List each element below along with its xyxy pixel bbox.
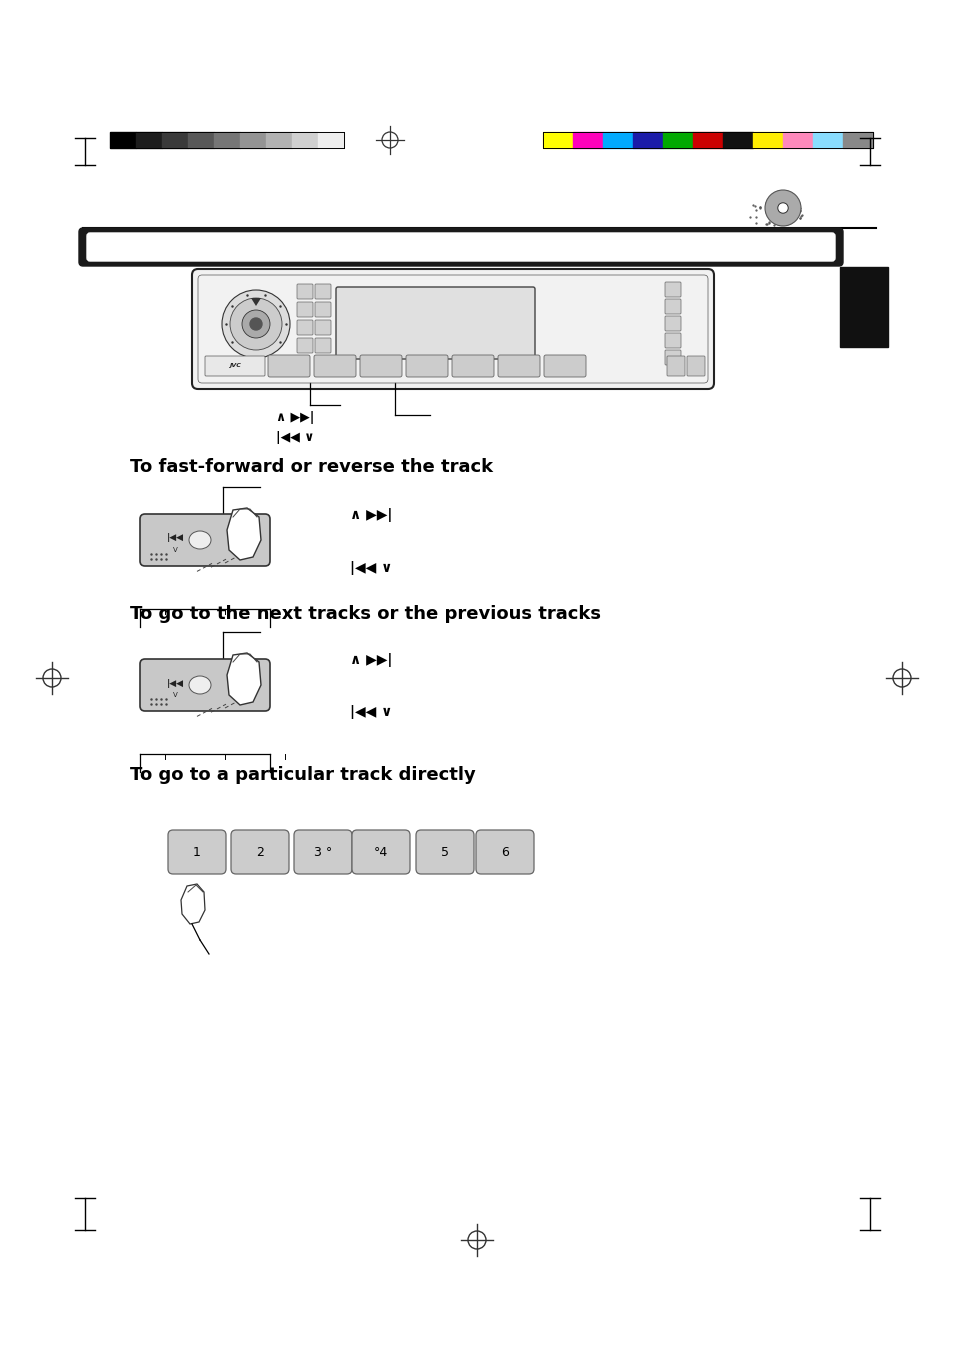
- Bar: [602, 132, 633, 149]
- Text: 5: 5: [440, 846, 449, 858]
- FancyBboxPatch shape: [314, 320, 331, 335]
- FancyBboxPatch shape: [416, 830, 474, 874]
- FancyBboxPatch shape: [268, 355, 310, 377]
- Text: |◀◀: |◀◀: [167, 678, 183, 688]
- Text: 1: 1: [193, 846, 201, 858]
- Bar: [782, 132, 812, 149]
- FancyBboxPatch shape: [359, 355, 401, 377]
- Polygon shape: [227, 653, 261, 705]
- FancyBboxPatch shape: [314, 303, 331, 317]
- FancyBboxPatch shape: [664, 282, 680, 297]
- FancyBboxPatch shape: [296, 284, 313, 299]
- Text: ∧ ▶▶|: ∧ ▶▶|: [350, 508, 392, 521]
- FancyBboxPatch shape: [294, 830, 352, 874]
- Circle shape: [764, 190, 801, 226]
- FancyBboxPatch shape: [543, 355, 585, 377]
- Text: JVC: JVC: [229, 363, 241, 369]
- FancyBboxPatch shape: [314, 284, 331, 299]
- Text: |◀◀ ∨: |◀◀ ∨: [275, 431, 314, 444]
- FancyBboxPatch shape: [87, 232, 834, 261]
- Bar: [188, 132, 213, 149]
- Bar: [722, 132, 752, 149]
- FancyBboxPatch shape: [314, 338, 331, 353]
- Bar: [542, 132, 573, 149]
- Text: |◀◀: |◀◀: [167, 534, 183, 543]
- Text: |◀◀ ∨: |◀◀ ∨: [350, 561, 392, 576]
- Bar: [110, 132, 136, 149]
- FancyBboxPatch shape: [140, 659, 270, 711]
- FancyBboxPatch shape: [497, 355, 539, 377]
- Bar: [692, 132, 722, 149]
- Ellipse shape: [189, 531, 211, 549]
- Text: ∧: ∧: [227, 534, 233, 543]
- Bar: [162, 132, 188, 149]
- Bar: [662, 132, 692, 149]
- FancyBboxPatch shape: [296, 338, 313, 353]
- FancyBboxPatch shape: [168, 830, 226, 874]
- Bar: [136, 132, 162, 149]
- Text: 3 °: 3 °: [314, 846, 332, 858]
- FancyBboxPatch shape: [664, 350, 680, 365]
- Circle shape: [250, 317, 262, 330]
- Bar: [812, 132, 842, 149]
- FancyBboxPatch shape: [192, 269, 713, 389]
- Bar: [266, 132, 292, 149]
- Text: |◀◀ ∨: |◀◀ ∨: [350, 705, 392, 719]
- Circle shape: [230, 299, 282, 350]
- Text: 2: 2: [255, 846, 264, 858]
- FancyBboxPatch shape: [664, 299, 680, 313]
- Bar: [317, 132, 344, 149]
- Bar: [840, 267, 887, 347]
- Polygon shape: [227, 508, 261, 561]
- Text: ∧: ∧: [227, 678, 233, 688]
- Circle shape: [222, 290, 290, 358]
- Polygon shape: [181, 884, 205, 924]
- Text: ∧ ▶▶|: ∧ ▶▶|: [350, 653, 392, 667]
- Bar: [842, 132, 872, 149]
- FancyBboxPatch shape: [476, 830, 534, 874]
- Text: To fast-forward or reverse the track: To fast-forward or reverse the track: [130, 458, 493, 476]
- Text: To go to a particular track directly: To go to a particular track directly: [130, 766, 476, 784]
- FancyBboxPatch shape: [296, 303, 313, 317]
- FancyBboxPatch shape: [406, 355, 448, 377]
- Circle shape: [779, 204, 786, 212]
- Text: To go to the next tracks or the previous tracks: To go to the next tracks or the previous…: [130, 605, 600, 623]
- FancyBboxPatch shape: [205, 357, 265, 376]
- Bar: [292, 132, 317, 149]
- FancyBboxPatch shape: [335, 286, 535, 359]
- Text: ▶▶|: ▶▶|: [234, 534, 251, 543]
- Circle shape: [242, 309, 270, 338]
- Text: °4: °4: [374, 846, 388, 858]
- FancyBboxPatch shape: [686, 357, 704, 376]
- Bar: [633, 132, 662, 149]
- Text: ▶▶|: ▶▶|: [234, 678, 251, 688]
- Text: V: V: [172, 547, 177, 553]
- Bar: [213, 132, 240, 149]
- Polygon shape: [251, 299, 261, 305]
- Text: 6: 6: [500, 846, 508, 858]
- FancyBboxPatch shape: [140, 513, 270, 566]
- FancyBboxPatch shape: [79, 228, 842, 266]
- Text: V: V: [172, 692, 177, 698]
- FancyBboxPatch shape: [314, 355, 355, 377]
- FancyBboxPatch shape: [666, 357, 684, 376]
- Bar: [573, 132, 602, 149]
- FancyBboxPatch shape: [231, 830, 289, 874]
- FancyBboxPatch shape: [452, 355, 494, 377]
- FancyBboxPatch shape: [664, 332, 680, 349]
- Ellipse shape: [189, 676, 211, 694]
- Bar: [240, 132, 266, 149]
- FancyBboxPatch shape: [352, 830, 410, 874]
- FancyBboxPatch shape: [664, 316, 680, 331]
- Bar: [752, 132, 782, 149]
- FancyBboxPatch shape: [296, 320, 313, 335]
- Text: ∧ ▶▶|: ∧ ▶▶|: [275, 412, 314, 424]
- Circle shape: [778, 203, 787, 213]
